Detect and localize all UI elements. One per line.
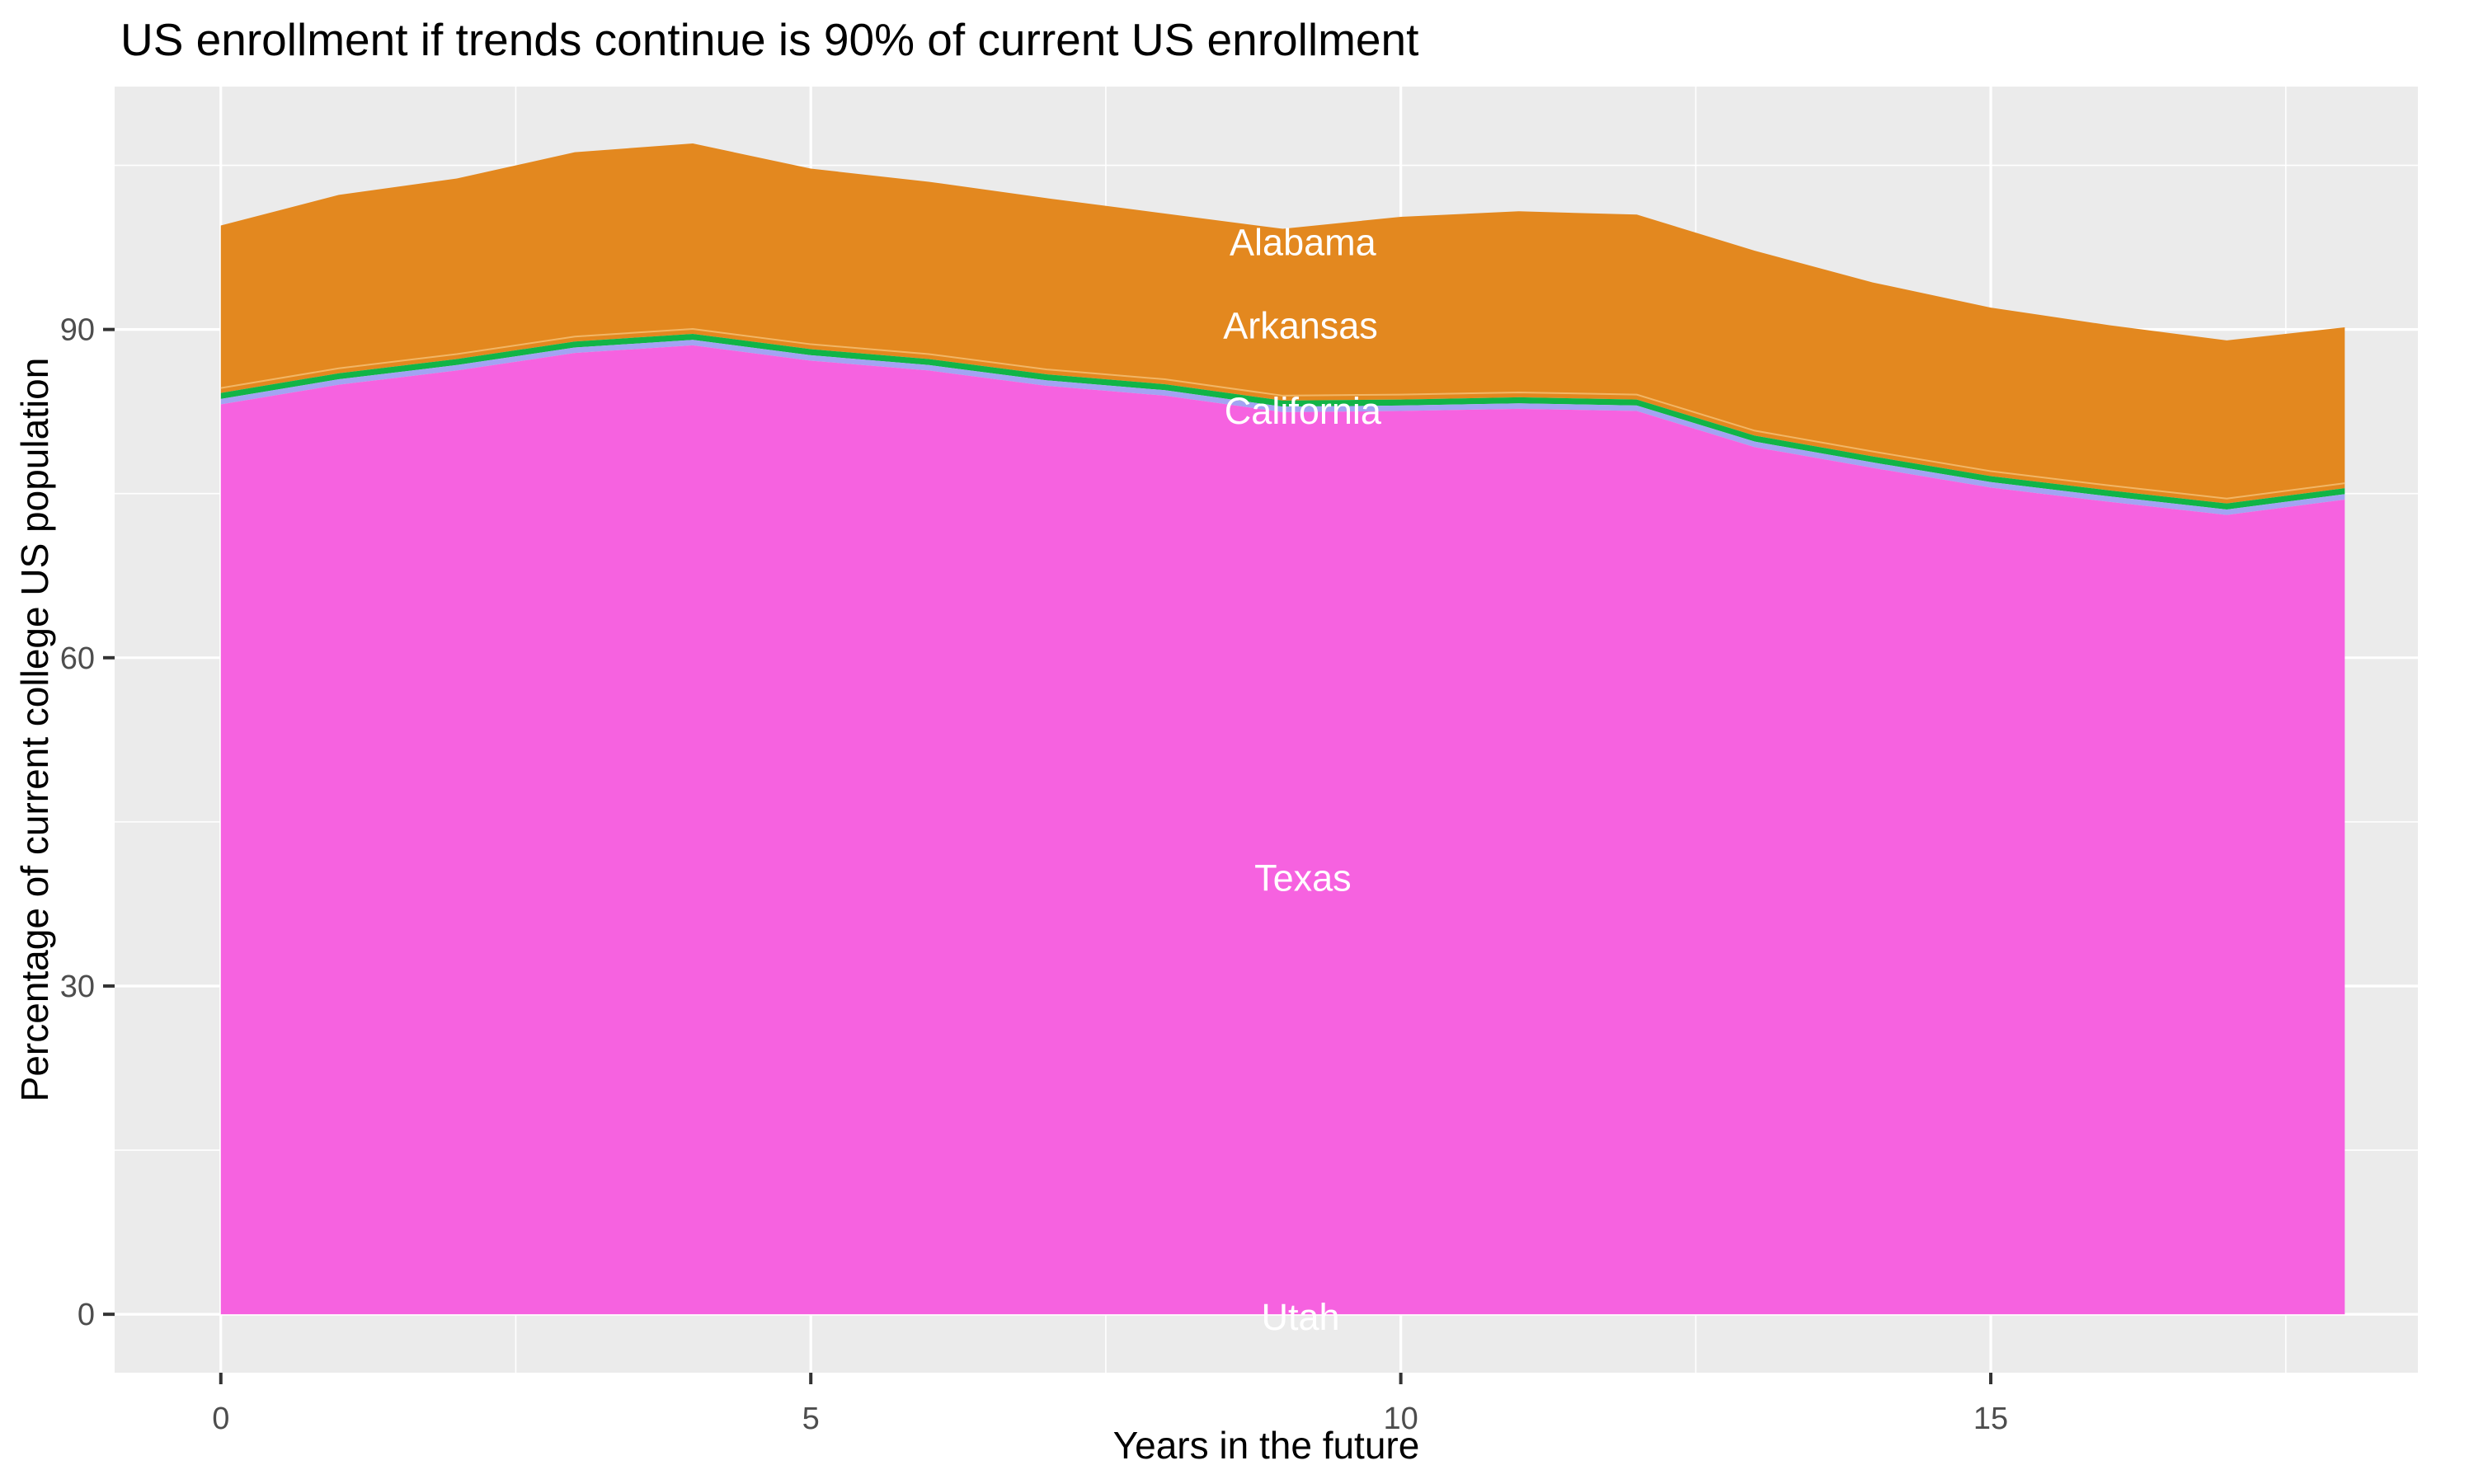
y-tick-label: 30 (60, 970, 95, 1004)
area-band-orange-alabama-arkansas (220, 143, 2345, 504)
chart-title: US enrollment if trends continue is 90% … (120, 14, 1419, 65)
y-tick-label: 0 (78, 1298, 95, 1332)
y-tick-label: 60 (60, 641, 95, 676)
area-label-utah: Utah (1261, 1296, 1339, 1338)
area-label-alabama: Alabama (1230, 221, 1377, 263)
x-axis-title: Years in the future (1112, 1424, 1420, 1467)
x-tick-label: 10 (1383, 1402, 1418, 1436)
x-tick-label: 0 (212, 1402, 229, 1436)
x-tick-label: 5 (802, 1402, 820, 1436)
y-tick-label: 90 (60, 313, 95, 348)
orange-seam-line (220, 327, 2345, 500)
area-band-pink-texas (220, 345, 2345, 1315)
x-tick-label: 15 (1973, 1402, 2008, 1436)
area-label-california: California (1225, 390, 1382, 432)
area-label-arkansas: Arkansas (1223, 304, 1378, 346)
area-label-texas: Texas (1254, 857, 1352, 899)
